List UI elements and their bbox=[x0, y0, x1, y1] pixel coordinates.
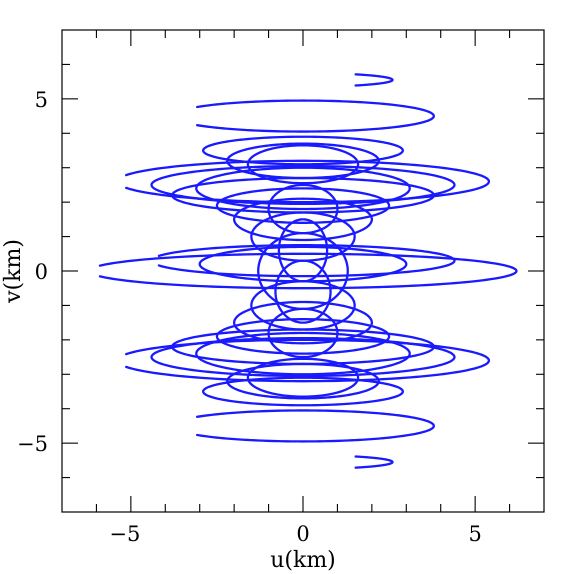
x-tick-label: 0 bbox=[296, 522, 309, 546]
uv-track-20 bbox=[250, 280, 356, 331]
uv-track-5 bbox=[125, 159, 491, 204]
uv-track-15 bbox=[157, 244, 456, 278]
axis-ticks bbox=[62, 30, 544, 512]
uv-track-30 bbox=[196, 409, 435, 443]
uv-track-1 bbox=[196, 99, 435, 133]
plot-frame bbox=[61, 29, 545, 513]
uv-tracks bbox=[98, 73, 518, 469]
uv-track-11 bbox=[250, 211, 356, 262]
y-tick-label: 5 bbox=[35, 88, 48, 112]
uv-track-0 bbox=[354, 73, 394, 87]
uv-track-29 bbox=[202, 376, 404, 407]
x-tick-label: 5 bbox=[468, 522, 481, 546]
uv-track-13 bbox=[277, 218, 329, 283]
uv-track-4 bbox=[246, 144, 360, 185]
uv-track-7 bbox=[171, 176, 435, 214]
tick-labels: −5 0 5 −5 0 5 bbox=[17, 88, 482, 546]
x-axis-label: u(km) bbox=[270, 548, 336, 573]
uv-track-10 bbox=[232, 197, 374, 242]
uv-track-14 bbox=[98, 252, 518, 290]
uv-track-31 bbox=[354, 455, 394, 469]
y-tick-label: 0 bbox=[35, 260, 48, 284]
x-tick-label: −5 bbox=[109, 522, 140, 546]
y-tick-label: −5 bbox=[17, 432, 48, 456]
uv-track-6 bbox=[150, 164, 456, 206]
uv-track-3 bbox=[226, 142, 380, 180]
uv-track-16 bbox=[198, 245, 408, 283]
uv-track-27 bbox=[246, 357, 360, 398]
uv-track-28 bbox=[226, 362, 380, 400]
uv-track-22 bbox=[215, 318, 391, 355]
y-axis-label: v(km) bbox=[1, 239, 26, 304]
uv-track-9 bbox=[215, 187, 391, 224]
